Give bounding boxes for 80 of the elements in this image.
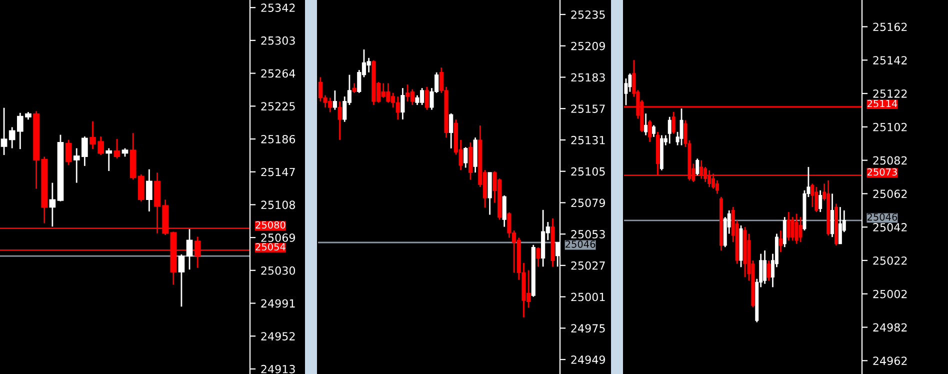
y-tick-label: 25342 bbox=[261, 4, 295, 12]
y-tick-label: 25105 bbox=[571, 167, 605, 176]
candlestick bbox=[49, 182, 56, 228]
y-tick-label: 24962 bbox=[873, 356, 907, 366]
candlestick bbox=[186, 228, 193, 270]
y-tick-label: 25264 bbox=[261, 69, 296, 78]
y-tick-label: 25102 bbox=[873, 122, 907, 132]
y-tick-label: 25122 bbox=[873, 89, 907, 98]
candlestick bbox=[624, 78, 628, 106]
candlestick bbox=[352, 82, 356, 94]
candlestick bbox=[114, 138, 120, 160]
y-tick-label: 25027 bbox=[571, 261, 605, 270]
candlestick bbox=[672, 111, 676, 134]
candlestick bbox=[680, 108, 684, 146]
y-tick-label: 24991 bbox=[261, 299, 295, 308]
y-tick-label: 25225 bbox=[261, 102, 295, 111]
candlestick bbox=[400, 87, 405, 120]
y-tick-label: 25079 bbox=[571, 198, 605, 208]
y-tick-label: 24913 bbox=[261, 364, 295, 374]
candlestick bbox=[790, 216, 794, 242]
candlestick bbox=[652, 124, 656, 138]
y-tick-label: 25235 bbox=[571, 10, 605, 19]
candlestick bbox=[810, 182, 814, 208]
y-tick-label: 25108 bbox=[261, 200, 296, 210]
y-tick-label: 25209 bbox=[571, 42, 605, 50]
candlestick bbox=[778, 230, 782, 253]
ref-line-label: 25046 bbox=[566, 240, 596, 248]
y-tick-label: 25082 bbox=[873, 156, 907, 165]
candlestick bbox=[106, 148, 112, 172]
y-tick-label: 25303 bbox=[261, 36, 295, 45]
candlestick bbox=[644, 112, 648, 136]
candlestick bbox=[786, 211, 790, 242]
candlestick bbox=[763, 250, 767, 285]
y-tick-label: 25062 bbox=[873, 190, 907, 198]
candlestick bbox=[178, 254, 185, 308]
y-tick-label: 25186 bbox=[261, 134, 296, 144]
y-tick-label: 25162 bbox=[873, 22, 907, 32]
y-tick-label: 25131 bbox=[571, 136, 605, 144]
ref-line-label: 25114 bbox=[867, 100, 898, 108]
y-tick-label: 25002 bbox=[873, 290, 907, 298]
candlestick bbox=[696, 158, 700, 176]
y-tick-label: 25001 bbox=[571, 292, 605, 302]
candlestick bbox=[146, 168, 152, 212]
candlestick bbox=[449, 112, 454, 150]
candlestick bbox=[0, 107, 8, 156]
y-tick-label: 24949 bbox=[571, 355, 605, 364]
ref-line-label: 25046 bbox=[867, 213, 898, 221]
candlestick bbox=[782, 216, 786, 248]
y-tick-label: 25030 bbox=[261, 266, 296, 275]
candlestick bbox=[338, 100, 342, 141]
candlestick bbox=[464, 146, 468, 168]
candlestick bbox=[138, 174, 144, 202]
y-tick-label: 25157 bbox=[571, 104, 605, 113]
candlestick bbox=[818, 190, 822, 213]
candlestick bbox=[668, 116, 672, 144]
candlestick bbox=[424, 86, 429, 110]
y-tick-label: 25042 bbox=[873, 223, 907, 232]
candlestick bbox=[536, 246, 540, 268]
candlestick bbox=[767, 260, 771, 282]
y-tick-label: 25069 bbox=[261, 234, 295, 242]
y-tick-label: 25142 bbox=[873, 56, 907, 64]
y-tick-label: 25183 bbox=[571, 73, 605, 82]
candlestick bbox=[794, 213, 798, 244]
candlestick bbox=[65, 139, 72, 166]
candlestick bbox=[814, 186, 818, 213]
candlestick bbox=[830, 192, 834, 238]
candlestick bbox=[798, 216, 802, 243]
ref-line-label: 25073 bbox=[867, 168, 897, 176]
y-tick-label: 24982 bbox=[873, 323, 907, 332]
candlestick bbox=[838, 206, 842, 244]
y-tick-label: 24975 bbox=[571, 324, 605, 333]
y-tick-label: 24952 bbox=[261, 332, 295, 340]
ref-line-label: 25080 bbox=[256, 221, 286, 229]
y-tick-label: 25053 bbox=[571, 230, 605, 238]
ref-line-label: 25054 bbox=[256, 243, 286, 250]
candlestick bbox=[332, 90, 337, 110]
y-tick-label: 25022 bbox=[873, 256, 907, 265]
candlestick bbox=[502, 194, 506, 228]
y-tick-label: 25147 bbox=[261, 168, 295, 176]
candlestick bbox=[648, 120, 652, 143]
